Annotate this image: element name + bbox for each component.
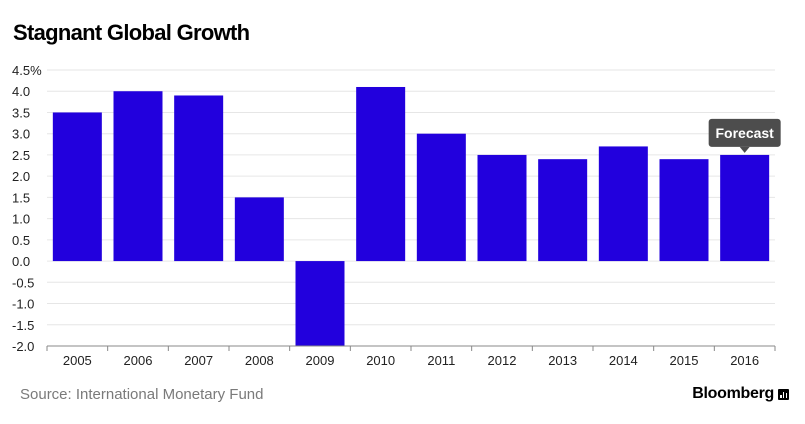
bar-2014 [598, 146, 648, 262]
bar-2010 [356, 86, 406, 262]
x-tick-label: 2009 [306, 353, 335, 368]
y-tick-label: -1.0 [12, 297, 34, 312]
chart-title: Stagnant Global Growth [13, 20, 250, 45]
bar-2013 [538, 159, 588, 262]
annotations: Forecast [708, 118, 781, 153]
y-tick-label: 2.0 [12, 169, 30, 184]
y-tick-label: 1.5 [12, 190, 30, 205]
y-tick-label: -1.5 [12, 318, 34, 333]
y-tick-label: 4.0 [12, 84, 30, 99]
x-tick-label: 2013 [548, 353, 577, 368]
annotation-label: Forecast [715, 125, 774, 141]
x-tick-label: 2007 [184, 353, 213, 368]
x-axis-labels: 2005 2006 2007 2008 2009 2010 2011 2012 2013 2014… [63, 353, 759, 368]
bar-2009 [295, 261, 345, 346]
bar-2016 [720, 154, 770, 262]
bars [52, 86, 770, 346]
y-tick-label: 3.5 [12, 105, 30, 120]
x-tick-label: 2012 [488, 353, 517, 368]
x-tick-label: 2006 [124, 353, 153, 368]
bar-2006 [113, 91, 163, 262]
brand-name: Bloomberg [692, 385, 774, 402]
bar-2012 [477, 154, 527, 262]
y-tick-label: 1.0 [12, 212, 30, 227]
y-tick-label: 2.5 [12, 148, 30, 163]
bar-2005 [52, 112, 102, 262]
x-axis [46, 345, 776, 351]
y-axis-labels: 4.5% 4.0 3.5 3.0 2.5 2.0 1.5 1.0 0.5 0.0 -0.5 -1.0 -… [12, 63, 42, 354]
forecast-annotation: Forecast [708, 118, 781, 153]
x-tick-label: 2008 [245, 353, 274, 368]
x-tick-label: 2015 [670, 353, 699, 368]
x-tick-label: 2011 [427, 353, 455, 368]
y-tick-label: 4.5% [12, 63, 42, 78]
y-tick-label: 3.0 [12, 127, 30, 142]
source-note: Source: International Monetary Fund [20, 386, 264, 403]
annotation-box [708, 118, 781, 147]
bloomberg-chart-icon [778, 388, 789, 400]
bar-2011 [416, 133, 466, 262]
x-tick-label: 2014 [609, 353, 638, 368]
y-tick-label: 0.0 [12, 254, 30, 269]
bar-2008 [234, 197, 284, 262]
x-tick-label: 2010 [366, 353, 395, 368]
bar-2007 [174, 95, 224, 262]
annotation-pointer [739, 146, 750, 153]
y-tick-label: 0.5 [12, 233, 30, 248]
brand-logo: Bloomberg [692, 385, 789, 403]
x-tick-label: 2005 [63, 353, 92, 368]
bar-2015 [659, 159, 709, 262]
x-tick-label: 2016 [730, 353, 759, 368]
y-tick-label: -2.0 [12, 339, 34, 354]
y-tick-label: -0.5 [12, 275, 34, 290]
